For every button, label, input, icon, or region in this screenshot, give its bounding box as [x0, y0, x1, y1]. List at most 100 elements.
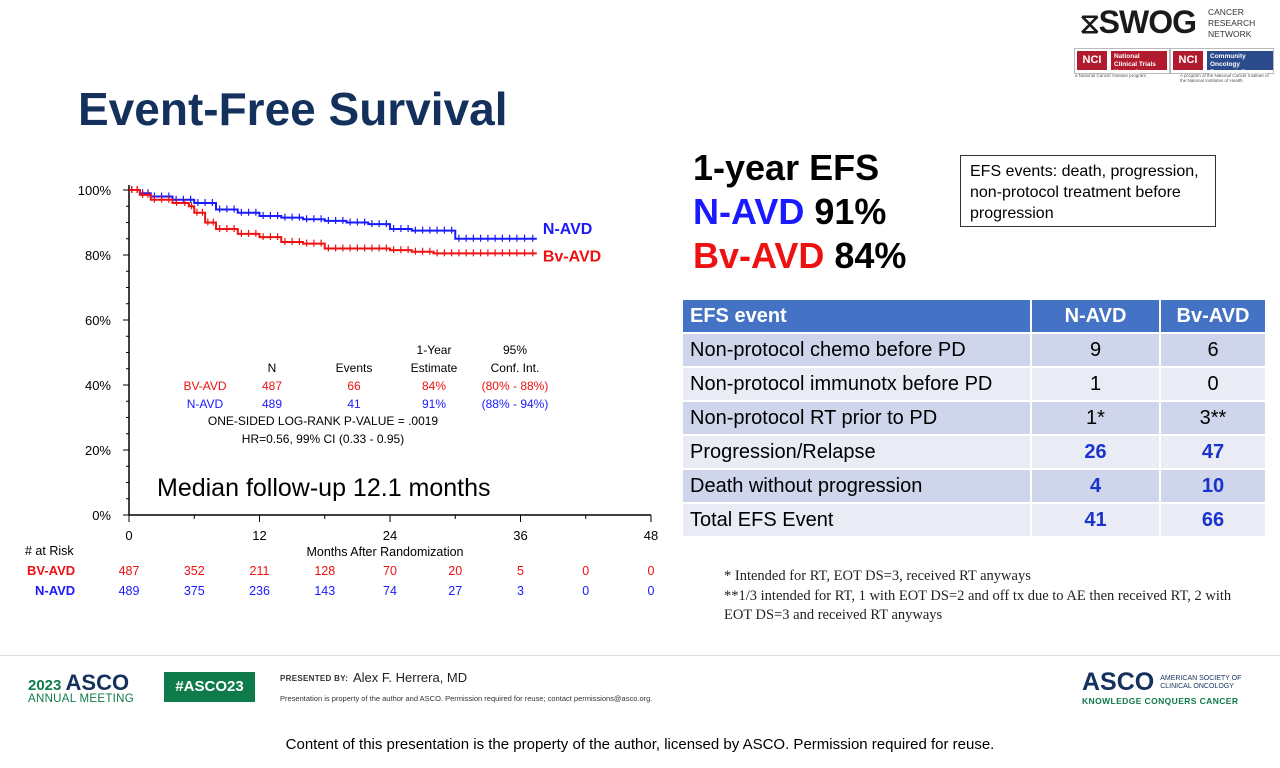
table-cell: 9	[1031, 332, 1161, 367]
footnotes: * Intended for RT, EOT DS=3, received RT…	[724, 567, 1244, 626]
asco-society-name: AMERICAN SOCIETY OF CLINICAL ONCOLOGY	[1160, 674, 1242, 690]
footnote-1: * Intended for RT, EOT DS=3, received RT…	[724, 568, 1031, 584]
at-risk-value: 70	[383, 564, 397, 578]
table-header-row: EFS event N-AVD Bv-AVD	[683, 300, 1267, 333]
stats-cell: 84%	[422, 379, 446, 393]
table-header-cell: N-AVD	[1031, 300, 1161, 333]
page-title: Event-Free Survival	[78, 83, 508, 135]
asco-meeting-label: ANNUAL MEETING	[28, 693, 135, 705]
median-followup: Median follow-up 12.1 months	[157, 474, 491, 502]
y-tick-label: 100%	[78, 183, 112, 198]
efs-event-table: EFS event N-AVD Bv-AVD Non-protocol chem…	[683, 300, 1267, 536]
at-risk-value: 5	[517, 564, 524, 578]
table-cell: Non-protocol immunotx before PD	[683, 366, 1032, 401]
x-tick-label: 12	[252, 528, 266, 543]
stats-header: N	[268, 361, 277, 375]
nci-nctn-text: National Clinical Trials Network	[1111, 51, 1167, 76]
table-cell: 3**	[1160, 400, 1267, 435]
asco-society-wordmark: ASCO	[1082, 668, 1155, 696]
efs-navd-value: 91%	[814, 191, 887, 232]
footnote-2: **1/3 intended for RT, 1 with EOT DS=2 a…	[724, 587, 1232, 624]
nci-nctn-caption: a National Cancer Institute program	[1075, 73, 1147, 78]
at-risk-row-label: N-AVD	[35, 583, 75, 598]
y-tick-label: 20%	[85, 443, 111, 458]
at-risk-value: 128	[314, 564, 335, 578]
stats-cell: 489	[262, 397, 282, 411]
x-tick-label: 24	[383, 528, 397, 543]
at-risk-value: 0	[648, 564, 655, 578]
at-risk-value: 0	[582, 564, 589, 578]
table-cell: Non-protocol RT prior to PD	[683, 400, 1032, 435]
stats-cell: N-AVD	[187, 397, 224, 411]
stats-cell: (80% - 88%)	[482, 379, 549, 393]
efs-bvavd-label: Bv-AVD	[693, 235, 825, 276]
at-risk-value: 0	[582, 584, 589, 598]
series-label: Bv-AVD	[543, 248, 601, 265]
nci-badge: NCI	[1173, 51, 1203, 70]
asco-society-logo: ASCO AMERICAN SOCIETY OF CLINICAL ONCOLO…	[1082, 668, 1241, 706]
y-tick-label: 0%	[92, 508, 111, 523]
at-risk-value: 0	[648, 584, 655, 598]
stats-header: Estimate	[411, 361, 458, 375]
table-row: Non-protocol chemo before PD 9 6	[683, 332, 1267, 367]
table-cell: 6	[1160, 332, 1267, 367]
table-cell: 66	[1160, 502, 1267, 536]
at-risk-value: 3	[517, 584, 524, 598]
table-row: Non-protocol immunotx before PD 1 0	[683, 366, 1267, 401]
copyright-note: Content of this presentation is the prop…	[285, 736, 995, 753]
stats-cell: 487	[262, 379, 282, 393]
at-risk-value: 375	[184, 584, 205, 598]
nci-ncorp-logo: NCI Community Oncology Research Program	[1170, 48, 1274, 76]
at-risk-value: 352	[184, 564, 205, 578]
efs-events-note: EFS events: death, progression, non-prot…	[960, 155, 1216, 227]
table-cell: 10	[1160, 468, 1267, 503]
at-risk-value: 487	[119, 564, 140, 578]
table-cell: 1	[1031, 366, 1161, 401]
efs-heading: 1-year EFS	[693, 147, 880, 188]
asco-year: 2023	[28, 677, 62, 694]
swog-subtitle: CANCER RESEARCH NETWORK	[1208, 7, 1256, 39]
nci-ncorp-caption: A program of the National Cancer Institu…	[1180, 73, 1269, 83]
table-cell: Non-protocol chemo before PD	[683, 332, 1032, 367]
asco-annual-meeting-logo: 2023 ASCO ANNUAL MEETING	[28, 670, 134, 705]
pvalue-text: ONE-SIDED LOG-RANK P-VALUE = .0019	[208, 414, 439, 428]
table-header-cell: EFS event	[683, 300, 1032, 333]
x-tick-label: 0	[125, 528, 132, 543]
table-cell: 26	[1031, 434, 1161, 469]
x-tick-label: 48	[644, 528, 658, 543]
nci-badge: NCI	[1077, 51, 1107, 70]
y-tick-label: 80%	[85, 248, 111, 263]
efs-navd-label: N-AVD	[693, 191, 805, 232]
at-risk-value: 74	[383, 584, 397, 598]
stats-cell: 91%	[422, 397, 446, 411]
chart-axes	[123, 185, 652, 522]
asco-wordmark: ASCO	[65, 670, 130, 695]
km-chart: 0% 20% 40% 60% 80% 100% 0 12 24 36 48 Months After …	[25, 183, 658, 598]
footer-divider	[0, 655, 1280, 656]
table-row: Progression/Relapse 26 47	[683, 434, 1267, 469]
stats-header-top: 95%	[503, 343, 527, 357]
table-row: Total EFS Event 41 66	[683, 502, 1267, 536]
at-risk-value: 489	[119, 584, 140, 598]
nci-ncorp-text: Community Oncology Research Program	[1207, 51, 1273, 76]
stats-cell: 41	[347, 397, 361, 411]
y-tick-label: 40%	[85, 378, 111, 393]
property-note: Presentation is property of the author a…	[280, 694, 653, 703]
table-cell: Total EFS Event	[683, 502, 1032, 536]
chart-text: 0% 20% 40% 60% 80% 100% 0 12 24 36 48 Months After …	[25, 183, 658, 598]
dna-icon: ⧖	[1080, 8, 1100, 39]
table-header-cell: Bv-AVD	[1160, 300, 1267, 333]
hashtag-badge: #ASCO23	[164, 672, 255, 702]
series-label: N-AVD	[543, 221, 592, 238]
table-cell: 1*	[1031, 400, 1161, 435]
stats-header: Conf. Int.	[491, 361, 540, 375]
at-risk-row-label: BV-AVD	[27, 563, 75, 578]
at-risk-value: 20	[448, 564, 462, 578]
stats-header: Events	[336, 361, 373, 375]
stats-cell: (88% - 94%)	[482, 397, 549, 411]
table-cell: 41	[1031, 502, 1161, 536]
y-tick-label: 60%	[85, 313, 111, 328]
chart-curves	[129, 186, 537, 257]
efs-navd-line: N-AVD 91%	[693, 190, 886, 234]
at-risk-value: 143	[314, 584, 335, 598]
